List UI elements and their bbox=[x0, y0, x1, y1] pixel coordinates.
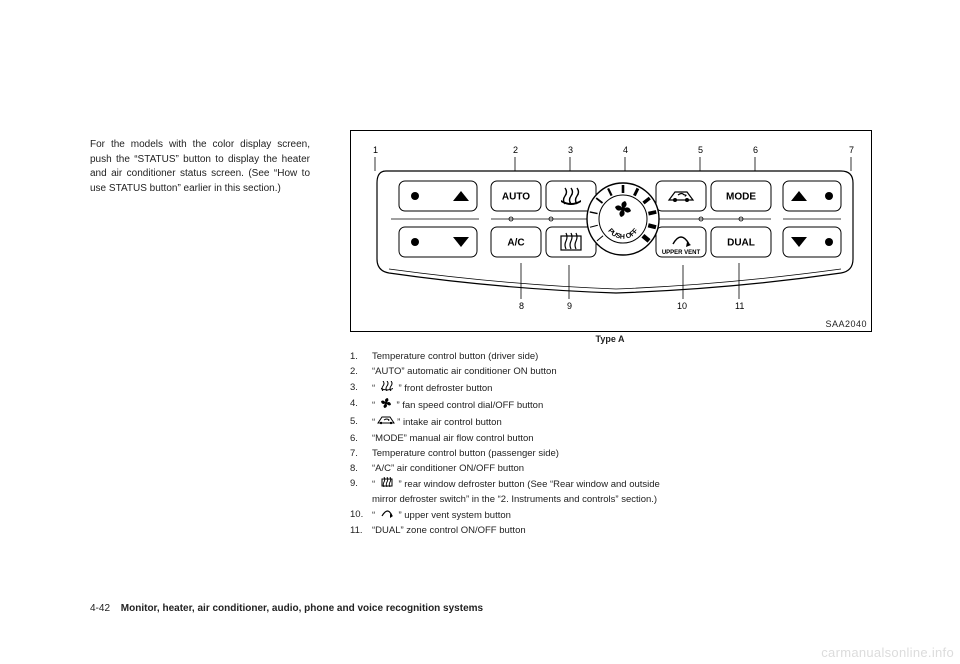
legend-item: 7.Temperature control button (passenger … bbox=[350, 447, 870, 461]
svg-text:UPPER VENT: UPPER VENT bbox=[662, 250, 701, 256]
front-defrost-icon bbox=[380, 381, 394, 396]
svg-text:DUAL: DUAL bbox=[727, 238, 755, 249]
legend-text: “AUTO” automatic air conditioner ON butt… bbox=[372, 365, 662, 379]
legend-number: 1. bbox=[350, 350, 372, 364]
legend-item: 2.“AUTO” automatic air conditioner ON bu… bbox=[350, 365, 870, 379]
recirc-icon bbox=[377, 415, 395, 430]
fan-icon bbox=[380, 397, 392, 414]
legend-number: 8. bbox=[350, 462, 372, 476]
page-number: 4-42 bbox=[90, 603, 110, 614]
callout-10: 10 bbox=[677, 301, 687, 311]
svg-text:MODE: MODE bbox=[726, 192, 756, 203]
legend-item: 3.“ ” front defroster button bbox=[350, 381, 870, 396]
legend-number: 5. bbox=[350, 415, 372, 430]
image-code: SAA2040 bbox=[825, 319, 867, 329]
figure-column: 1 2 3 4 5 6 7 bbox=[350, 130, 870, 540]
upper-vent-icon bbox=[380, 508, 394, 523]
callout-7: 7 bbox=[849, 145, 854, 155]
legend-number: 10. bbox=[350, 508, 372, 523]
legend-item: 10.“ ” upper vent system button bbox=[350, 508, 870, 523]
callout-5: 5 bbox=[698, 145, 703, 155]
svg-text:AUTO: AUTO bbox=[502, 192, 530, 203]
legend-text: “MODE” manual air flow control button bbox=[372, 432, 662, 446]
legend-item: 8.“A/C” air conditioner ON/OFF button bbox=[350, 462, 870, 476]
callout-1: 1 bbox=[373, 145, 378, 155]
callout-4: 4 bbox=[623, 145, 628, 155]
recirc-button bbox=[656, 181, 706, 211]
legend-item: 1.Temperature control button (driver sid… bbox=[350, 350, 870, 364]
legend-list: 1.Temperature control button (driver sid… bbox=[350, 350, 870, 539]
legend-number: 2. bbox=[350, 365, 372, 379]
climate-control-diagram: 1 2 3 4 5 6 7 bbox=[350, 130, 872, 332]
legend-number: 9. bbox=[350, 477, 372, 507]
svg-text:A/C: A/C bbox=[507, 238, 524, 249]
legend-text: “DUAL” zone control ON/OFF button bbox=[372, 524, 662, 538]
legend-text: “ ” rear window defroster button (See “R… bbox=[372, 477, 662, 507]
legend-text: “ ” front defroster button bbox=[372, 381, 662, 396]
legend-item: 9.“ ” rear window defroster button (See … bbox=[350, 477, 870, 507]
callout-3: 3 bbox=[568, 145, 573, 155]
legend-text: “ ” fan speed control dial/OFF button bbox=[372, 397, 662, 414]
legend-number: 11. bbox=[350, 524, 372, 538]
figure-caption: Type A bbox=[350, 334, 870, 344]
legend-number: 7. bbox=[350, 447, 372, 461]
callout-9: 9 bbox=[567, 301, 572, 311]
legend-item: 6.“MODE” manual air flow control button bbox=[350, 432, 870, 446]
legend-number: 6. bbox=[350, 432, 372, 446]
page-footer: 4-42 Monitor, heater, air conditioner, a… bbox=[90, 603, 483, 614]
watermark: carmanualsonline.info bbox=[821, 645, 954, 660]
legend-item: 5.“” intake air control button bbox=[350, 415, 870, 430]
rear-defrost-icon bbox=[380, 477, 394, 492]
legend-text: “ ” upper vent system button bbox=[372, 508, 662, 523]
legend-item: 11.“DUAL” zone control ON/OFF button bbox=[350, 524, 870, 538]
legend-text: “” intake air control button bbox=[372, 415, 662, 430]
callout-8: 8 bbox=[519, 301, 524, 311]
callout-11: 11 bbox=[735, 301, 744, 311]
callout-2: 2 bbox=[513, 145, 518, 155]
legend-number: 4. bbox=[350, 397, 372, 414]
page-title: Monitor, heater, air conditioner, audio,… bbox=[121, 603, 483, 614]
callout-6: 6 bbox=[753, 145, 758, 155]
legend-number: 3. bbox=[350, 381, 372, 396]
legend-item: 4.“ ” fan speed control dial/OFF button bbox=[350, 397, 870, 414]
intro-paragraph: For the models with the color display sc… bbox=[90, 138, 310, 196]
legend-text: “A/C” air conditioner ON/OFF button bbox=[372, 462, 662, 476]
legend-text: Temperature control button (passenger si… bbox=[372, 447, 662, 461]
legend-text: Temperature control button (driver side) bbox=[372, 350, 662, 364]
